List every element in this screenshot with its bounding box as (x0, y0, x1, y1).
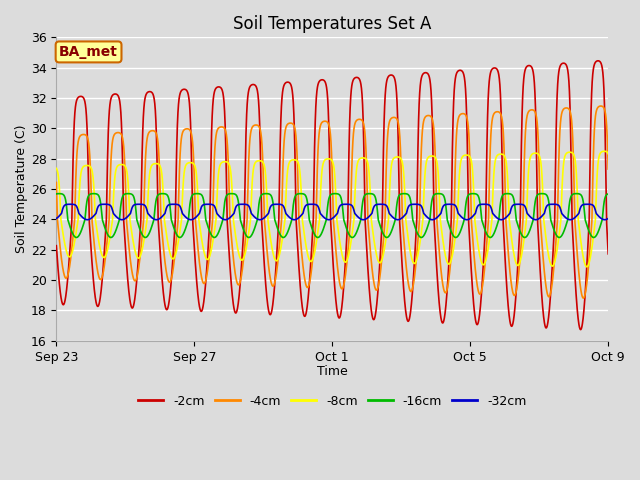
Legend: -2cm, -4cm, -8cm, -16cm, -32cm: -2cm, -4cm, -8cm, -16cm, -32cm (133, 390, 531, 412)
X-axis label: Time: Time (317, 365, 348, 378)
Text: BA_met: BA_met (59, 45, 118, 59)
Y-axis label: Soil Temperature (C): Soil Temperature (C) (15, 125, 28, 253)
Title: Soil Temperatures Set A: Soil Temperatures Set A (233, 15, 431, 33)
